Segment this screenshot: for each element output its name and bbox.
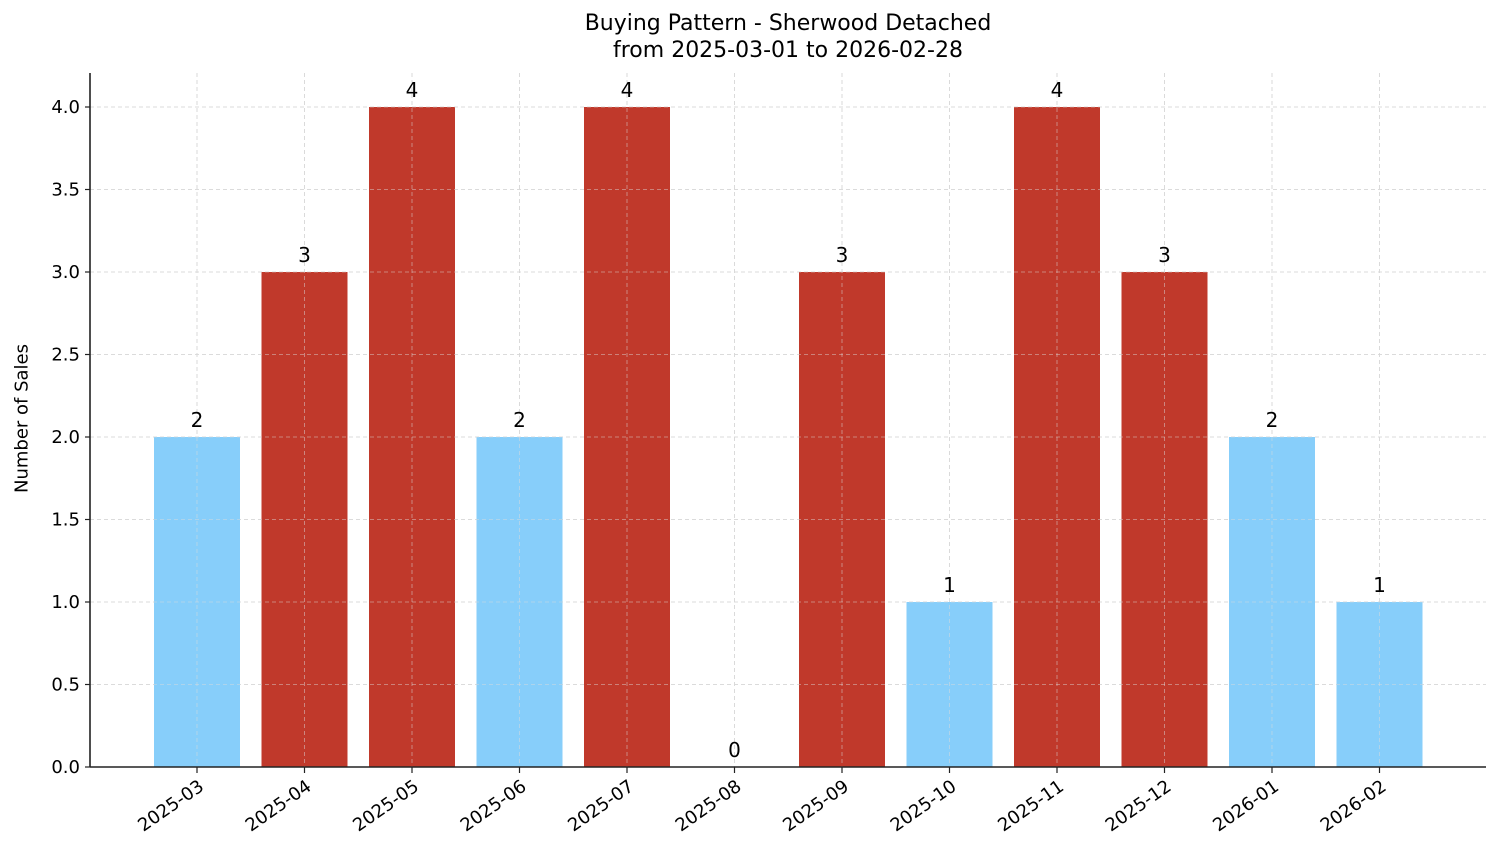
x-tick-label: 2025-10 bbox=[887, 776, 961, 836]
bar-value-label: 2 bbox=[191, 408, 204, 432]
x-tick-label: 2025-11 bbox=[994, 776, 1068, 836]
bar-value-label: 4 bbox=[1051, 78, 1064, 102]
y-tick-label: 2.0 bbox=[51, 427, 80, 448]
x-tick-label: 2025-07 bbox=[564, 776, 638, 836]
y-tick-label: 2.5 bbox=[51, 345, 80, 366]
chart-subtitle: from 2025-03-01 to 2026-02-28 bbox=[613, 38, 963, 63]
x-tick-label: 2025-05 bbox=[349, 776, 423, 836]
bar-value-label: 3 bbox=[298, 243, 311, 267]
y-tick-label: 3.0 bbox=[51, 262, 80, 283]
x-tick-label: 2025-09 bbox=[779, 776, 853, 836]
x-tick-label: 2026-02 bbox=[1317, 776, 1391, 836]
bar-value-label: 4 bbox=[406, 78, 419, 102]
y-tick-label: 1.5 bbox=[51, 510, 80, 531]
bar-value-label: 1 bbox=[943, 573, 956, 597]
bar-value-label: 3 bbox=[1158, 243, 1171, 267]
x-tick-label: 2025-06 bbox=[457, 776, 531, 836]
chart-title-main: Buying Pattern - Sherwood Detached bbox=[584, 11, 992, 36]
bar-value-label: 2 bbox=[1266, 408, 1279, 432]
x-tick-label: 2025-08 bbox=[672, 776, 746, 836]
x-tick-label: 2025-04 bbox=[242, 776, 316, 836]
y-tick-label: 1.0 bbox=[51, 592, 80, 613]
y-tick-label: 0.5 bbox=[51, 675, 80, 696]
bar-value-label: 2 bbox=[513, 408, 526, 432]
x-tick-label: 2026-01 bbox=[1209, 776, 1283, 836]
bar-value-label: 4 bbox=[621, 78, 634, 102]
x-tick-label: 2025-12 bbox=[1102, 776, 1176, 836]
y-tick-label: 3.5 bbox=[51, 180, 80, 201]
y-tick-label: 0.0 bbox=[51, 757, 80, 778]
bar-value-label: 0 bbox=[728, 738, 741, 762]
chart-title: Buying Pattern - Sherwood Detached from … bbox=[0, 10, 1501, 64]
bar-value-label: 1 bbox=[1373, 573, 1386, 597]
y-tick-label: 4.0 bbox=[51, 97, 80, 118]
x-tick-label: 2025-03 bbox=[134, 776, 208, 836]
bar-value-label: 3 bbox=[836, 243, 849, 267]
